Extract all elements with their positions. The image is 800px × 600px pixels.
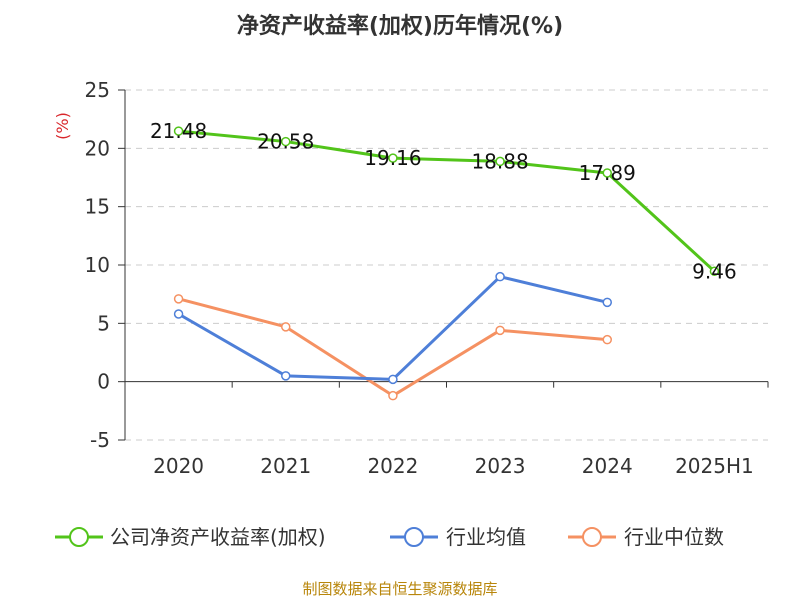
legend: 公司净资产收益率(加权) 行业均值 行业中位数 xyxy=(55,525,724,549)
series-lines xyxy=(173,126,720,401)
source-note: 制图数据来自恒生聚源数据库 xyxy=(302,580,497,598)
x-tick-label: 2020 xyxy=(153,454,204,478)
series-line xyxy=(177,275,608,381)
data-label: 21.48 xyxy=(150,119,207,143)
data-point xyxy=(388,153,398,163)
data-point xyxy=(173,126,184,136)
data-point xyxy=(495,156,505,167)
x-tick-label: 2023 xyxy=(475,454,526,478)
x-tick-label: 2025H1 xyxy=(675,454,754,478)
data-point xyxy=(388,374,398,385)
legend-label: 公司净资产收益率(加权) xyxy=(110,525,326,549)
legend-label: 行业均值 xyxy=(446,525,526,549)
data-label: 18.88 xyxy=(471,149,528,173)
data-label: 17.89 xyxy=(579,161,636,185)
legend-label: 行业中位数 xyxy=(624,525,724,549)
x-tick-labels: 2020 2021 2022 2023 2024 2025H1 xyxy=(153,454,754,478)
legend-swatch-marker xyxy=(582,527,602,547)
series-line xyxy=(178,129,716,273)
data-point xyxy=(281,371,291,381)
data-point xyxy=(602,334,612,345)
data-point xyxy=(495,325,505,336)
data-label: 19.16 xyxy=(364,146,421,170)
data-point xyxy=(388,390,398,401)
x-tick-label: 2021 xyxy=(260,454,311,478)
y-tick-label: 25 xyxy=(85,78,110,102)
data-label: 20.58 xyxy=(257,130,314,154)
y-tick-label: 5 xyxy=(97,311,110,335)
data-point xyxy=(602,297,612,308)
legend-swatch-marker xyxy=(404,527,424,547)
gridlines xyxy=(125,89,768,441)
y-axis-label: (%) xyxy=(53,112,72,140)
data-label: 9.46 xyxy=(692,259,737,283)
legend-swatch-marker xyxy=(69,527,89,547)
x-tick-label: 2022 xyxy=(367,454,418,478)
y-tick-labels: -5 0 5 10 15 20 25 xyxy=(85,78,110,452)
data-point xyxy=(281,322,291,332)
data-point xyxy=(173,294,184,304)
chart-title: 净资产收益率(加权)历年情况(%) xyxy=(237,13,563,39)
y-tick-label: 10 xyxy=(85,253,110,277)
data-point xyxy=(709,266,720,277)
data-point xyxy=(495,271,505,282)
x-tick-label: 2024 xyxy=(582,454,633,478)
y-tick-label: -5 xyxy=(90,428,110,452)
data-point xyxy=(602,168,612,178)
data-labels: 21.48 20.58 19.16 18.88 17.89 9.46 xyxy=(150,119,737,283)
y-tick-label: 20 xyxy=(85,136,110,160)
y-tick-label: 0 xyxy=(97,370,110,394)
axes xyxy=(118,89,769,441)
y-tick-label: 15 xyxy=(85,195,110,219)
data-point xyxy=(281,136,291,147)
data-point xyxy=(173,309,184,319)
